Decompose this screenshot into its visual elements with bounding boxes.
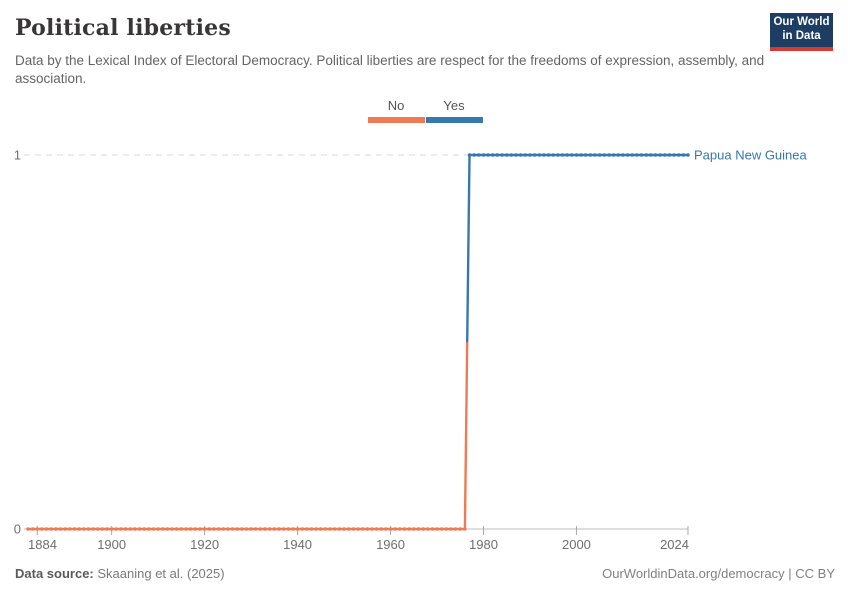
- legend-swatch-no: [367, 117, 425, 123]
- legend-swatch-yes: [425, 117, 483, 123]
- x-tick-label-1960: 1960: [376, 537, 405, 552]
- owid-logo[interactable]: Our World in Data: [770, 13, 833, 51]
- page-title: Political liberties: [15, 15, 231, 41]
- x-tick-label-1884: 1884: [28, 537, 57, 552]
- series-segment-no: [28, 341, 469, 531]
- series-label-entity: Papua New Guinea: [694, 148, 808, 163]
- data-source-note: Data source: Skaaning et al. (2025): [15, 566, 225, 581]
- chart-footer: Data source: Skaaning et al. (2025) OurW…: [15, 566, 835, 581]
- data-point-markers-no: [26, 527, 467, 531]
- x-tick-label-2024: 2024: [660, 537, 689, 552]
- owid-logo-accent-bar: [770, 47, 833, 51]
- legend-label-no: No: [387, 98, 405, 113]
- legend-item-yes: Yes: [425, 98, 483, 123]
- data-point-markers-yes: [467, 153, 690, 157]
- owid-cc-link[interactable]: OurWorldinData.org/democracy | CC BY: [602, 566, 835, 581]
- legend-label-yes: Yes: [443, 98, 465, 113]
- x-tick-label-1980: 1980: [469, 537, 498, 552]
- owid-logo-line2: in Data: [782, 30, 821, 42]
- chart-legend: No Yes: [0, 98, 850, 123]
- chart-subtitle: Data by the Lexical Index of Electoral D…: [15, 53, 765, 86]
- x-tick-label-2000: 2000: [562, 537, 591, 552]
- x-tick-label-1940: 1940: [283, 537, 312, 552]
- data-source-label: Data source:: [15, 566, 94, 581]
- owid-logo-line1: Our World: [773, 16, 830, 29]
- legend-item-no: No: [367, 98, 425, 123]
- y-axis-label-1: 1: [14, 148, 21, 163]
- data-source-value: Skaaning et al. (2025): [97, 566, 225, 581]
- x-tick-label-1920: 1920: [190, 537, 219, 552]
- chart-area: 0 1 1884 1900 1920 1940 1960 1980 2000 2024 Papua …: [0, 130, 850, 562]
- x-tick-label-1900: 1900: [97, 537, 126, 552]
- owid-logo-box: Our World in Data: [770, 13, 833, 47]
- chart-canvas: 0 1 1884 1900 1920 1940 1960 1980 2000 2024 Papua …: [14, 148, 808, 553]
- y-axis-label-0: 0: [14, 522, 21, 537]
- series-segment-yes: [466, 153, 688, 343]
